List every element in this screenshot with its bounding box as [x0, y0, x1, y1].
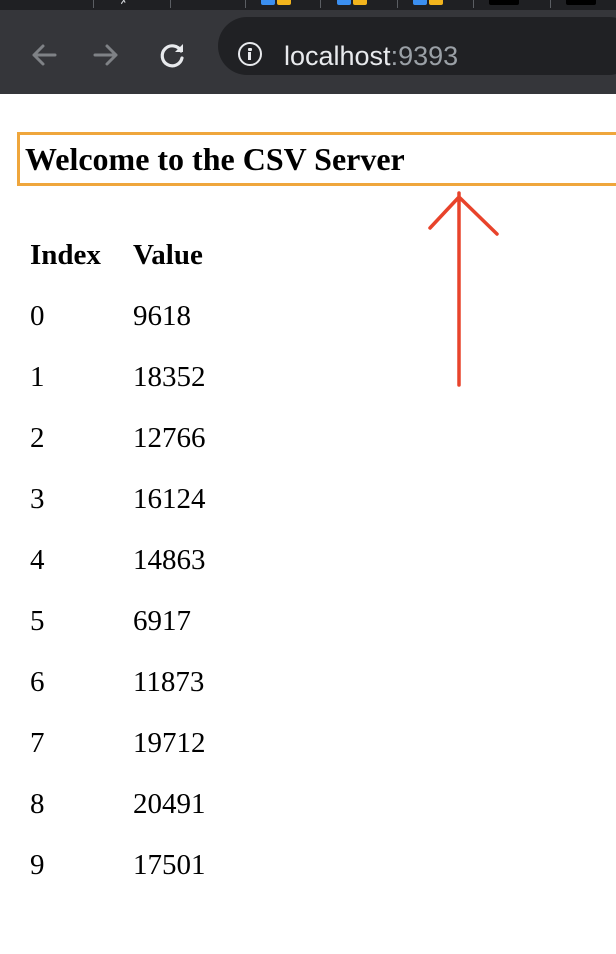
value-cell: 20491 — [133, 788, 206, 820]
tab-strip: ✗ — [0, 0, 616, 10]
value-cell: 11873 — [133, 666, 205, 698]
tab-separator — [93, 0, 94, 8]
tab-separator — [550, 0, 551, 8]
column-header-value: Value — [133, 239, 203, 271]
table-row: 4 14863 — [20, 530, 206, 591]
index-cell: 3 — [30, 483, 45, 515]
index-cell: 9 — [30, 849, 45, 881]
table-row: 5 6917 — [20, 591, 206, 652]
index-cell: 8 — [30, 788, 45, 820]
column-header-index: Index — [30, 239, 101, 271]
reload-button[interactable] — [156, 39, 188, 71]
value-cell: 19712 — [133, 727, 206, 759]
tab-separator — [320, 0, 321, 8]
tab-close-icon[interactable]: ✗ — [120, 0, 128, 7]
tab-favicon-icon[interactable] — [337, 0, 367, 5]
table-row: 8 20491 — [20, 774, 206, 835]
table-header-row: Index Value — [20, 225, 206, 286]
index-cell: 6 — [30, 666, 45, 698]
table-row: 6 11873 — [20, 652, 206, 713]
url-text[interactable]: localhost:9393 — [284, 39, 458, 73]
table-row: 1 18352 — [20, 347, 206, 408]
value-cell: 17501 — [133, 849, 206, 881]
value-cell: 12766 — [133, 422, 206, 454]
tab-favicon-icon[interactable] — [566, 0, 596, 5]
address-bar[interactable] — [218, 17, 616, 75]
back-button[interactable] — [28, 39, 60, 71]
index-cell: 0 — [30, 300, 45, 332]
value-cell: 6917 — [133, 605, 191, 637]
reload-icon — [160, 44, 184, 68]
table-row: 9 17501 — [20, 835, 206, 896]
tab-separator — [245, 0, 246, 8]
tab-separator — [397, 0, 398, 8]
value-cell: 9618 — [133, 300, 191, 332]
table-row: 2 12766 — [20, 408, 206, 469]
value-cell: 14863 — [133, 544, 206, 576]
index-cell: 2 — [30, 422, 45, 454]
tab-favicon-icon[interactable] — [413, 0, 443, 5]
tab-favicon-icon[interactable] — [261, 0, 291, 5]
table-row: 0 9618 — [20, 286, 206, 347]
index-cell: 4 — [30, 544, 45, 576]
url-host: localhost — [284, 41, 391, 71]
index-cell: 7 — [30, 727, 45, 759]
index-cell: 1 — [30, 361, 45, 393]
tab-favicon-icon[interactable] — [489, 0, 519, 5]
csv-table: Index Value 0 9618 1 18352 2 12766 3 16124 4… — [20, 225, 206, 896]
value-cell: 18352 — [133, 361, 206, 393]
tab-separator — [473, 0, 474, 8]
url-port: :9393 — [390, 41, 459, 71]
table-row: 7 19712 — [20, 713, 206, 774]
site-info-icon[interactable] — [238, 42, 262, 66]
value-cell: 16124 — [133, 483, 206, 515]
page-heading: Welcome to the CSV Server — [17, 132, 616, 186]
tab-separator — [170, 0, 171, 8]
annotation-arrow-icon — [428, 191, 499, 387]
index-cell: 5 — [30, 605, 45, 637]
forward-button[interactable] — [90, 39, 122, 71]
forward-arrow-icon — [93, 44, 118, 66]
back-arrow-icon — [32, 44, 57, 66]
table-row: 3 16124 — [20, 469, 206, 530]
